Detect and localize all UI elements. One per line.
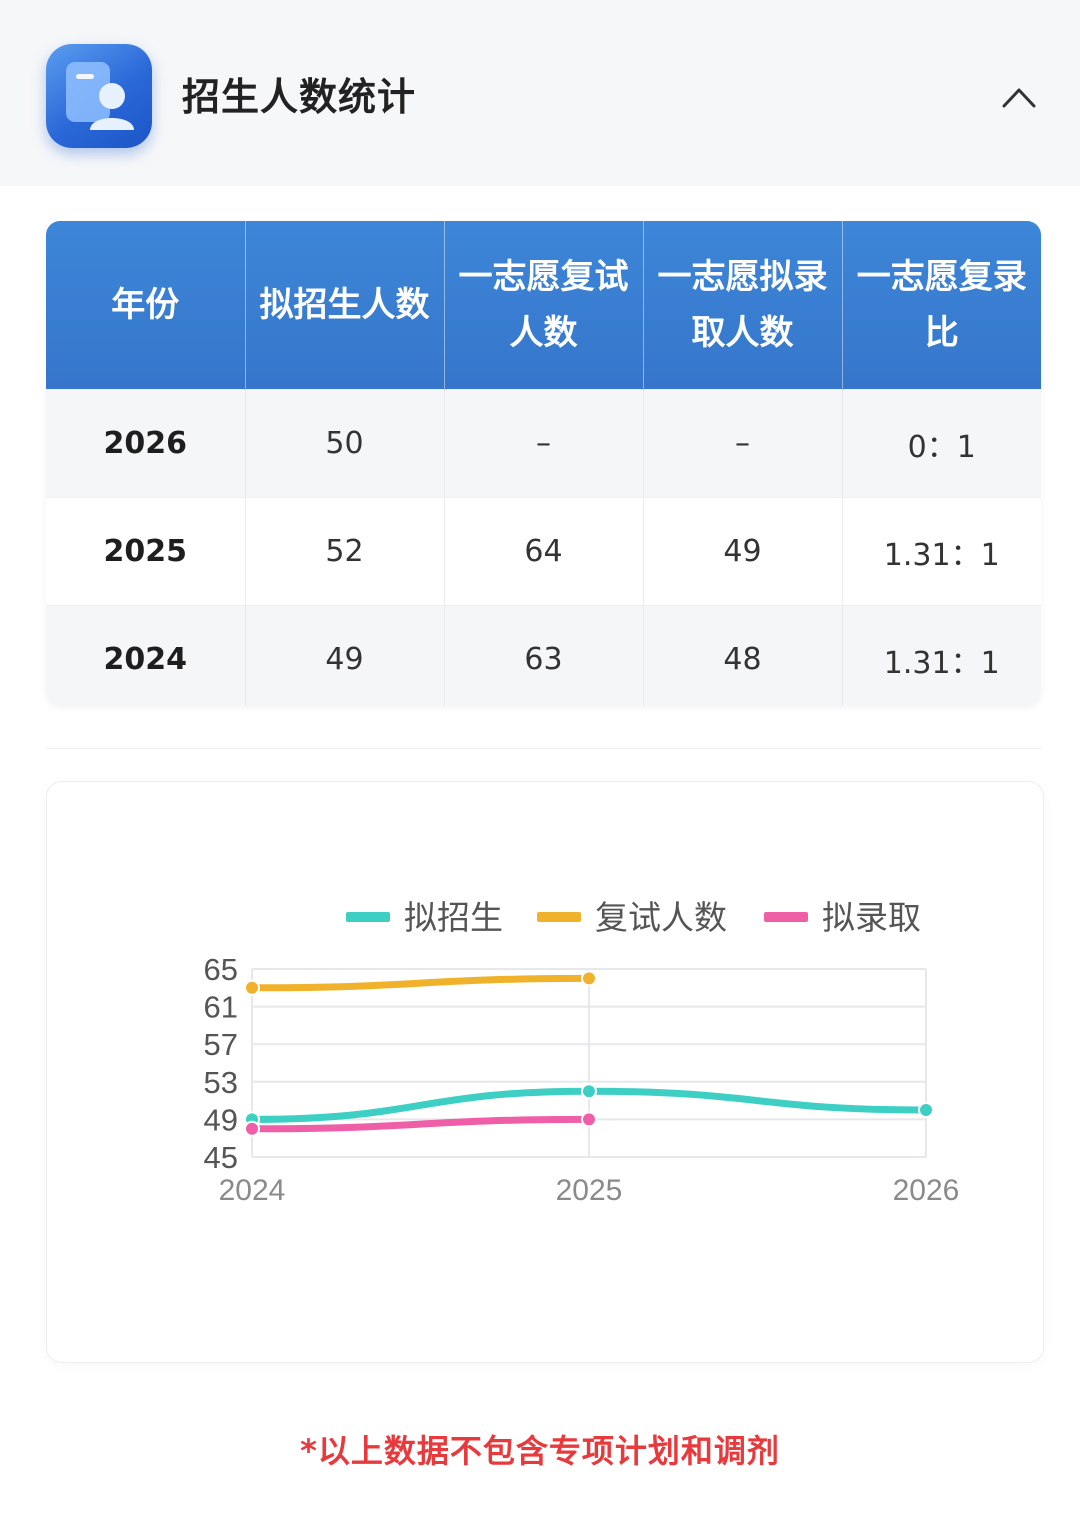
y-tick-label: 61	[204, 990, 238, 1025]
y-tick-label: 45	[204, 1140, 238, 1175]
column-header: 一志愿复试人数	[444, 221, 644, 390]
chevron-up-icon[interactable]	[996, 76, 1042, 116]
table-cell: –	[444, 389, 644, 498]
table-cell: 0：1	[842, 389, 1041, 498]
line-chart-card: 65 61 57 53 49 45 2024 2025 2026 拟招生 复试人数 拟录取	[46, 781, 1044, 1363]
data-point	[244, 979, 260, 996]
footnote: *以上数据不包含专项计划和调剂	[300, 1432, 780, 1470]
data-point	[581, 1083, 597, 1100]
divider	[46, 748, 1041, 749]
admission-table: 年份 拟招生人数 一志愿复试人数 一志愿拟录取人数 一志愿复录比 2026 50…	[46, 221, 1041, 706]
y-tick-label: 53	[204, 1065, 238, 1100]
data-point	[918, 1102, 934, 1118]
table-row: 2024 49 63 48 1.31：1	[46, 605, 1041, 706]
table-cell: –	[643, 389, 843, 498]
data-point	[581, 970, 597, 987]
column-header: 年份	[46, 221, 246, 390]
legend-swatch	[537, 912, 581, 922]
table-cell: 1.31：1	[842, 605, 1041, 706]
legend-label: 拟录取	[822, 898, 921, 937]
data-point	[581, 1111, 597, 1128]
table-cell: 1.31：1	[842, 497, 1041, 606]
legend-swatch	[346, 912, 390, 922]
data-point	[244, 1120, 260, 1137]
table-cell: 48	[643, 605, 843, 706]
legend-swatch	[764, 912, 808, 922]
legend-label: 拟招生	[404, 898, 503, 937]
table-cell: 50	[245, 389, 445, 498]
column-header: 一志愿拟录取人数	[643, 221, 843, 390]
page-title: 招生人数统计	[182, 75, 417, 119]
table-cell: 2025	[46, 497, 246, 606]
column-header: 一志愿复录比	[842, 221, 1041, 390]
x-tick-label: 2025	[556, 1174, 623, 1207]
table-header-row: 年份 拟招生人数 一志愿复试人数 一志愿拟录取人数 一志愿复录比	[46, 221, 1041, 390]
table-row: 2025 52 64 49 1.31：1	[46, 497, 1041, 606]
legend-label: 复试人数	[595, 898, 727, 937]
table-cell: 63	[444, 605, 644, 706]
table-cell: 52	[245, 497, 445, 606]
column-header: 拟招生人数	[245, 221, 445, 390]
y-tick-label: 65	[204, 952, 238, 987]
section-header: 招生人数统计	[0, 0, 1080, 186]
table-cell: 64	[444, 497, 644, 606]
table-cell: 49	[643, 497, 843, 606]
profile-card-icon	[46, 44, 152, 148]
table-cell: 2026	[46, 389, 246, 498]
y-tick-label: 57	[204, 1027, 238, 1062]
x-tick-label: 2024	[219, 1174, 286, 1207]
series-line	[248, 974, 593, 992]
table-cell: 49	[245, 605, 445, 706]
x-tick-label: 2026	[893, 1174, 960, 1207]
table-row: 2026 50 – – 0：1	[46, 389, 1041, 498]
series-line	[248, 1115, 593, 1133]
y-tick-label: 49	[204, 1102, 238, 1137]
table-cell: 2024	[46, 605, 246, 706]
